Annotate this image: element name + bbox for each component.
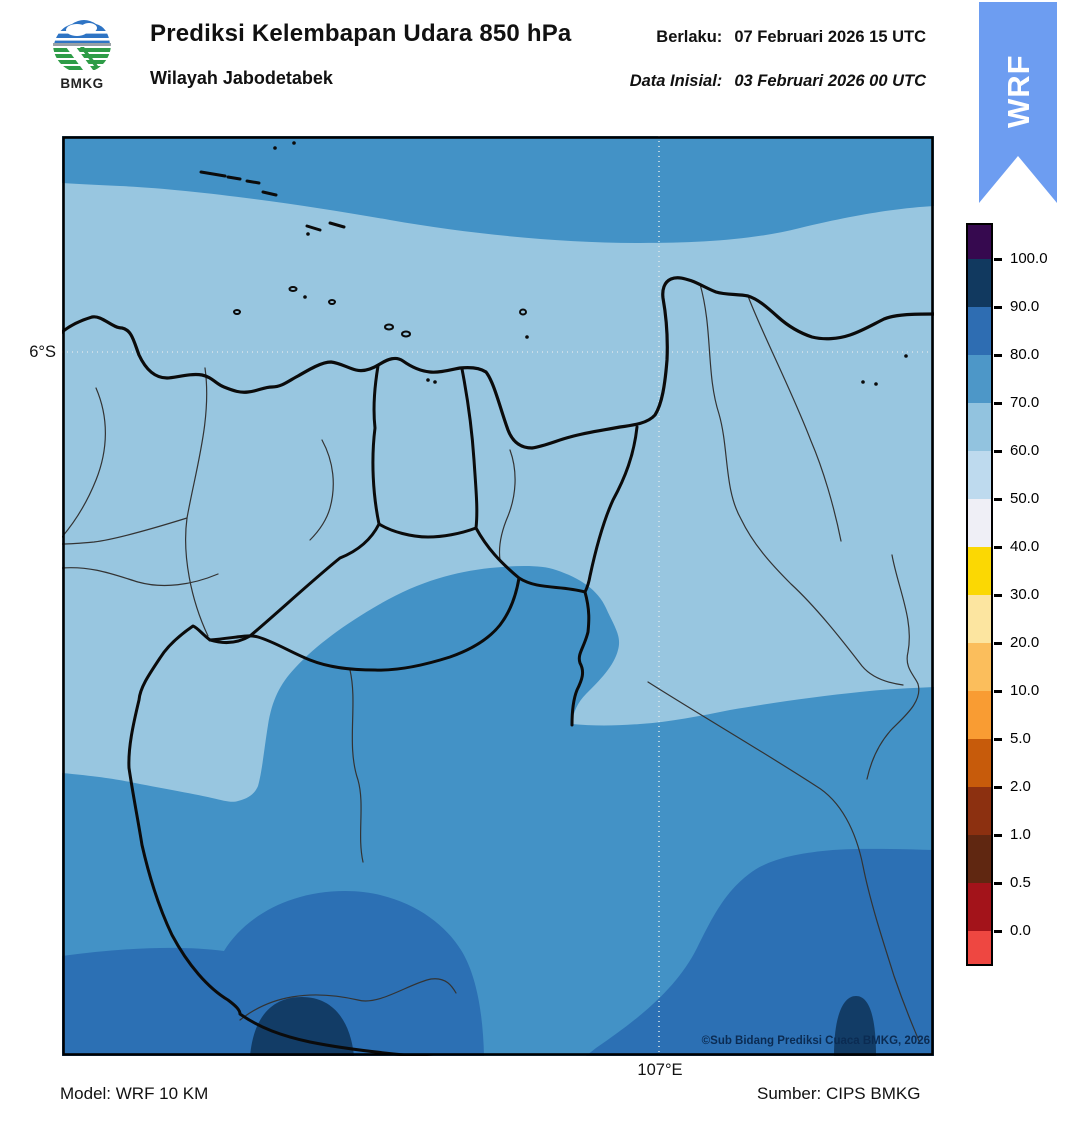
bmkg-logo: BMKG [50,14,114,106]
colorbar-tick-label: 20.0 [1010,634,1040,651]
colorbar-tick [994,642,1002,645]
map-frame [62,136,934,1056]
footer-source: Sumber: CIPS BMKG [757,1084,921,1103]
initial-data-label: Data Inisial: [629,72,723,90]
colorbar-tick [994,594,1002,597]
valid-time-line: Berlaku: 07 Februari 2026 15 UTC [656,28,926,47]
colorbar-band [968,225,991,259]
page-title: Prediksi Kelembapan Udara 850 hPa [150,20,572,47]
colorbar-tick [994,450,1002,453]
colorbar-tick [994,354,1002,357]
coastline [62,276,934,450]
colorbar-bands [966,223,993,966]
colorbar-band [968,787,991,835]
contour-rh-70-80-north [62,136,934,243]
colorbar-tick [994,930,1002,933]
colorbar-band [968,883,991,931]
island-dots [273,141,908,386]
colorbar-band [968,691,991,739]
wrf-ribbon-label: WRF [1001,54,1036,128]
colorbar-tick-label: 100.0 [1010,250,1048,267]
wrf-ribbon: WRF [979,2,1057,203]
page-subtitle: Wilayah Jabodetabek [150,68,333,88]
province-borders [127,364,639,1056]
colorbar-tick-label: 0.0 [1010,922,1031,939]
colorbar-tick-label: 30.0 [1010,586,1040,603]
colorbar-tick [994,258,1002,261]
map-canvas [62,136,934,1056]
border-banten-westjava [127,364,434,1056]
colorbar-band [968,355,991,403]
colorbar-tick-label: 10.0 [1010,682,1040,699]
colorbar-band [968,547,991,595]
colorbar-band [968,451,991,499]
colorbar-band [968,643,991,691]
colorbar-tick [994,306,1002,309]
colorbar-tick [994,690,1002,693]
colorbar-tick-label: 40.0 [1010,538,1040,555]
initial-data-line: Data Inisial: 03 Februari 2026 00 UTC [630,72,926,91]
lon-tick-label: 107°E [637,1061,683,1079]
contour-rh-80-90-southwest [62,891,484,1056]
colorbar-tick-label: 90.0 [1010,298,1040,315]
initial-data-value: 03 Februari 2026 00 UTC [734,72,926,90]
border-tangerang-bogor [208,576,521,672]
border-bekasi-karawang [583,425,639,594]
colorbar-tick [994,738,1002,741]
colorbar-tick-label: 60.0 [1010,442,1040,459]
colorbar-tick-label: 0.5 [1010,874,1031,891]
colorbar-band [968,835,991,883]
border-jakarta-east [377,367,479,539]
colorbar-tick-label: 5.0 [1010,730,1031,747]
islands-small [233,286,527,338]
colorbar-band [968,931,991,964]
graticule [62,136,934,1056]
colorbar-band [968,739,991,787]
colorbar-tick-label: 70.0 [1010,394,1040,411]
colorbar-tick [994,498,1002,501]
colorbar-band [968,499,991,547]
valid-time-label: Berlaku: [656,28,723,46]
contour-rh-90-100-blob-west [250,997,354,1056]
wrf-ribbon-shape [979,2,1057,203]
colorbar-tick-label: 80.0 [1010,346,1040,363]
footer-model: Model: WRF 10 KM [60,1084,209,1103]
colorbar: 100.0 90.0 80.0 70.0 60.0 50.0 40.0 30.0 20.0 10.… [966,223,1076,968]
colorbar-tick-label: 1.0 [1010,826,1031,843]
colorbar-tick [994,834,1002,837]
colorbar-tick [994,546,1002,549]
map-copyright: ©Sub Bidang Prediksi Cuaca BMKG, 2026 [701,1035,930,1047]
district-borders [62,283,920,1042]
colorbar-band [968,595,991,643]
colorbar-tick-label: 50.0 [1010,490,1040,507]
valid-time-value: 07 Februari 2026 15 UTC [734,28,926,46]
lat-tick-label: 6°S [29,343,56,361]
colorbar-band [968,307,991,355]
contour-rh-90-100-blob-east [834,996,876,1056]
colorbar-tick [994,786,1002,789]
colorbar-tick-label: 2.0 [1010,778,1031,795]
colorbar-tick [994,402,1002,405]
colorbar-tick [994,882,1002,885]
colorbar-band [968,259,991,307]
islands [199,170,346,232]
colorbar-band [968,403,991,451]
bmkg-logo-text: BMKG [60,76,104,91]
bmkg-logo-icon [53,15,111,73]
